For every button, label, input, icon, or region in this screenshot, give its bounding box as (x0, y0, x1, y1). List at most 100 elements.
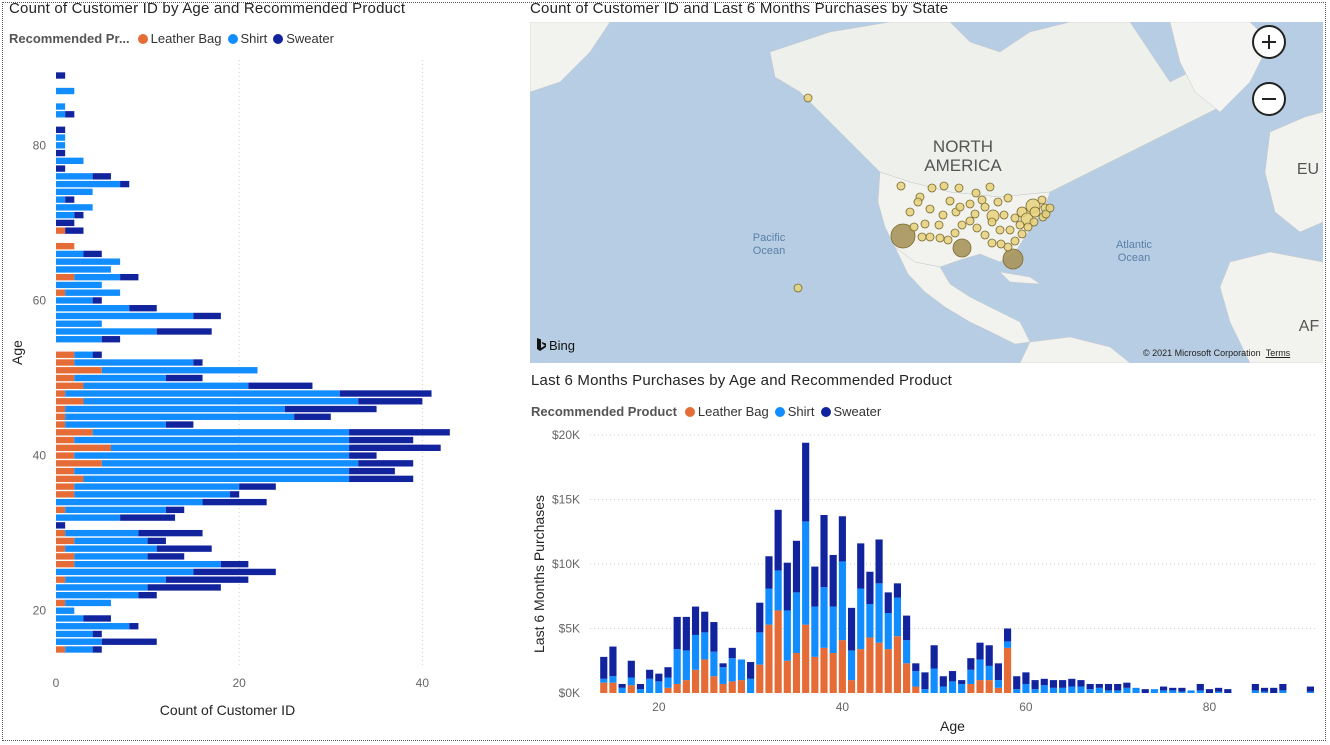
bar-shirt (1159, 690, 1168, 693)
bar-leather-bag (56, 413, 66, 420)
bar-shirt (56, 180, 121, 188)
bar-sweater (101, 638, 157, 645)
bar-leather-bag (737, 680, 746, 693)
bar-leather-bag (56, 599, 66, 607)
bar-sweater (792, 540, 801, 593)
terms-link[interactable]: Terms (1265, 348, 1291, 358)
bar-shirt (56, 638, 102, 645)
bar-shirt (1169, 690, 1177, 693)
bar-sweater (56, 149, 66, 157)
map-copyright: © 2021 Microsoft Corporation Terms (1143, 348, 1291, 358)
bar-shirt (56, 584, 148, 591)
bar-sweater (838, 516, 846, 562)
bar-sweater (156, 328, 212, 335)
bar-shirt (92, 429, 350, 436)
state-bubble (970, 209, 980, 219)
bar-sweater (811, 566, 819, 607)
bar-leather-bag (56, 367, 102, 374)
legend-item-sweater[interactable]: Sweater (820, 404, 881, 419)
bar-shirt (56, 196, 66, 203)
bar-shirt (74, 436, 350, 444)
bar-sweater (193, 312, 221, 320)
bar-sweater (147, 553, 185, 560)
bar-shirt (56, 211, 75, 219)
bar-sweater (1141, 689, 1149, 693)
bar-sweater (65, 111, 75, 118)
x-tick-label: 40 (416, 676, 430, 690)
bar-shirt (838, 561, 846, 641)
right-chart-legend: Recommended Product Leather Bag Shirt Sw… (531, 404, 887, 419)
bar-sweater (120, 273, 139, 281)
bar-leather-bag (719, 683, 727, 693)
state-map[interactable]: NORTH AMERICA Pacific Ocean Atlantic Ocean EU A… (530, 22, 1323, 363)
bar-leather-bag (56, 390, 66, 397)
bar-shirt (1187, 690, 1195, 693)
bar-sweater (747, 662, 755, 679)
y-tick-label: $20K (552, 428, 580, 442)
bar-shirt (967, 669, 975, 684)
bar-shirt (65, 599, 111, 607)
bar-sweater (774, 509, 782, 571)
legend-item-leather-bag[interactable]: Leather Bag (137, 31, 222, 46)
bar-leather-bag (792, 653, 801, 693)
bar-shirt (56, 568, 194, 576)
bar-sweater (193, 359, 203, 366)
bar-sweater (138, 592, 157, 599)
state-bubble (943, 235, 953, 245)
bar-shirt (1031, 689, 1039, 693)
y-tick-label: 20 (33, 604, 47, 618)
purchases-by-age-chart[interactable]: $0K $5K $10K $15K $20K 20 40 60 80 Age Last 6 Mont… (525, 420, 1325, 742)
bar-shirt (802, 521, 810, 625)
bar-shirt (74, 483, 240, 490)
bar-sweater (1068, 678, 1076, 687)
bar-sweater (985, 645, 993, 666)
bar-sweater (1215, 687, 1223, 692)
bar-shirt (866, 603, 874, 638)
bar-leather-bag (710, 676, 718, 693)
state-bubble (965, 216, 975, 226)
map-label-atlantic-ocean: Ocean (1118, 252, 1150, 264)
bar-sweater (820, 514, 828, 588)
bar-shirt (1013, 689, 1021, 693)
zoom-out-button[interactable] (1252, 82, 1286, 116)
bar-shirt (737, 659, 746, 681)
bar-shirt (600, 678, 608, 683)
zoom-in-button[interactable] (1252, 25, 1286, 59)
legend-item-shirt[interactable]: Shirt (227, 31, 267, 46)
bar-leather-bag (802, 624, 810, 693)
land-greenland (1169, 22, 1271, 113)
bar-leather-bag (811, 656, 819, 693)
bar-shirt (74, 452, 350, 459)
legend-item-leather-bag[interactable]: Leather Bag (684, 404, 769, 419)
bar-sweater (349, 436, 414, 444)
legend-item-sweater[interactable]: Sweater (273, 31, 334, 46)
bar-sweater (239, 483, 276, 490)
legend-item-shirt[interactable]: Shirt (774, 404, 815, 419)
state-bubble (1017, 229, 1027, 239)
bar-shirt (56, 630, 93, 638)
y-tick-label: 80 (33, 138, 47, 152)
land-europe (1264, 111, 1323, 233)
bar-sweater (101, 336, 121, 343)
bar-shirt (56, 258, 121, 265)
bar-sweater (349, 444, 441, 452)
bar-shirt (56, 328, 157, 335)
bar-shirt (636, 689, 645, 693)
land-asia-west (530, 22, 611, 93)
bar-shirt (783, 610, 791, 661)
age-count-chart[interactable]: 0 20 40 20 40 60 80 Count of Customer ID Age (0, 55, 500, 745)
state-bubble (950, 228, 960, 238)
bar-sweater (1260, 687, 1269, 692)
bar-shirt (56, 281, 102, 289)
bar-sweater (92, 646, 102, 653)
bar-sweater (636, 683, 645, 690)
bar-sweater (1104, 683, 1113, 691)
bar-shirt (719, 667, 727, 684)
bar-shirt (74, 351, 93, 358)
bar-shirt (1123, 687, 1131, 693)
bar-shirt (655, 681, 663, 693)
bar-shirt (1095, 687, 1103, 693)
y-tick-label: $5K (559, 622, 580, 636)
